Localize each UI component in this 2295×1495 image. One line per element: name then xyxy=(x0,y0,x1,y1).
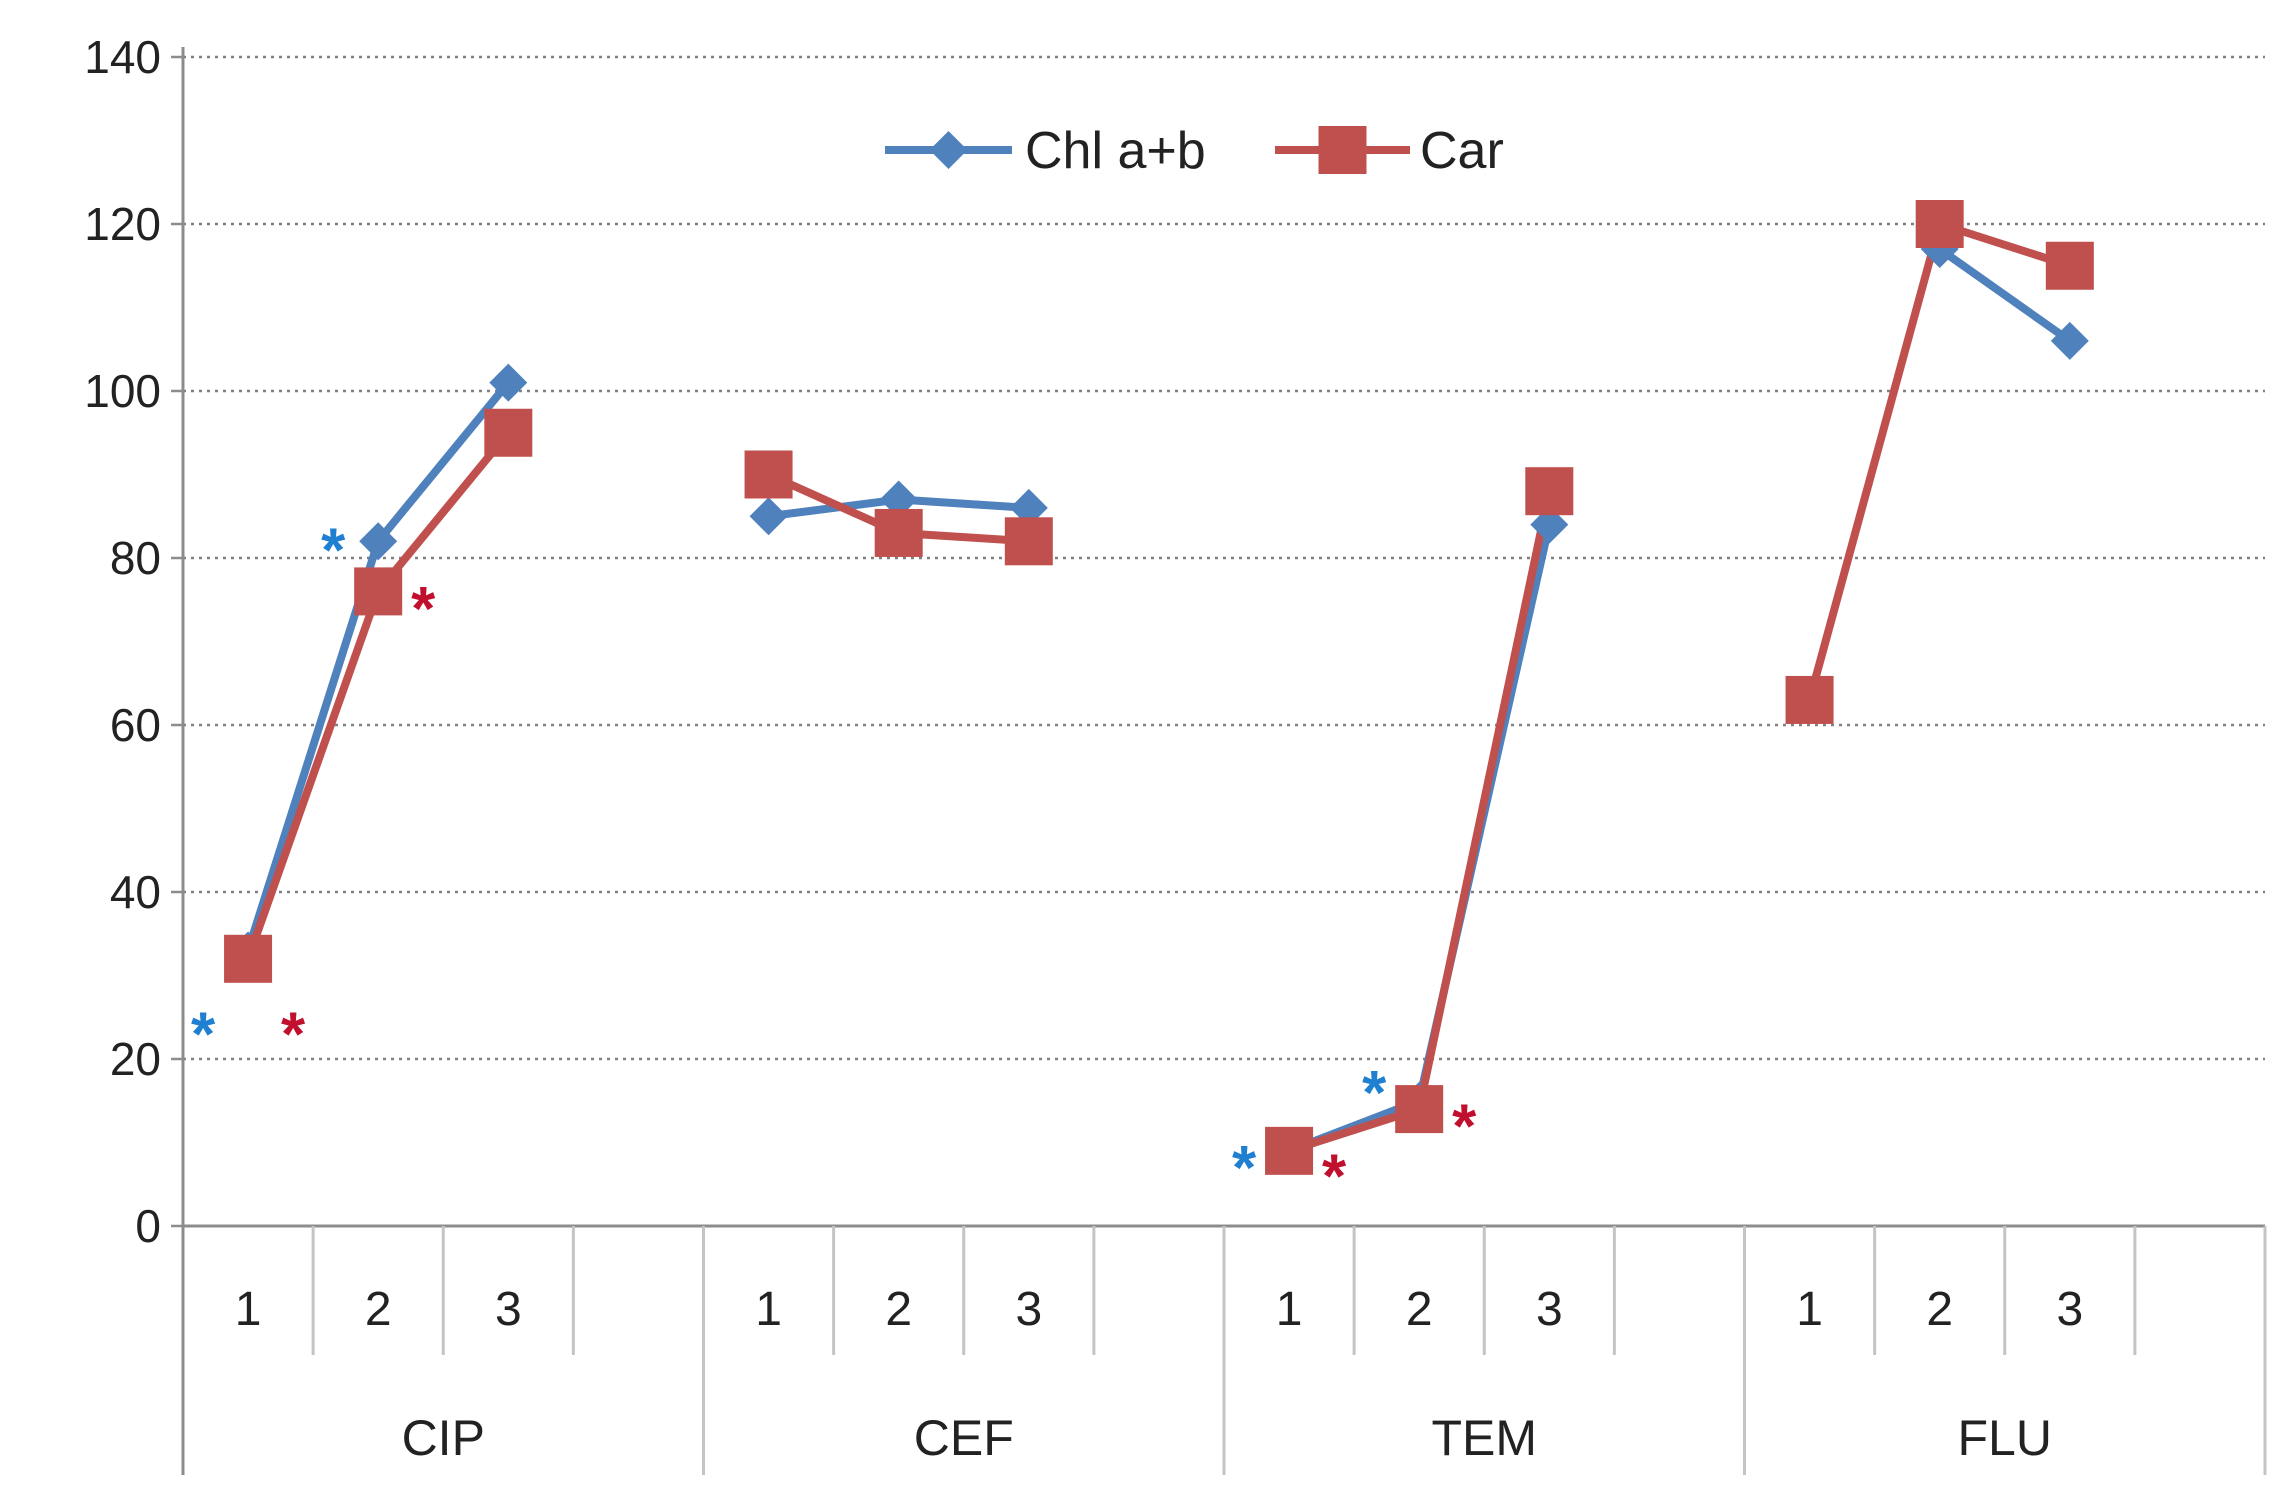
y-tick-label: 0 xyxy=(135,1200,161,1252)
data-point-square xyxy=(224,934,273,983)
data-point-diamond xyxy=(749,497,788,536)
significance-star: * xyxy=(1452,1092,1477,1161)
significance-star: * xyxy=(1232,1134,1257,1203)
x-category-label: 1 xyxy=(1796,1283,1823,1336)
significance-star: * xyxy=(1322,1143,1347,1212)
data-point-square xyxy=(484,408,533,457)
x-category-label: 1 xyxy=(755,1283,782,1336)
y-tick-label: 80 xyxy=(110,532,161,584)
series-line xyxy=(1937,245,2073,345)
series-line xyxy=(244,430,512,961)
series-line xyxy=(1287,490,1554,1155)
legend-marker-diamond xyxy=(929,131,968,169)
data-point-diamond xyxy=(1009,488,1048,527)
y-tick-label: 120 xyxy=(84,198,161,250)
legend-marker-square xyxy=(1318,126,1367,174)
x-category-label: 3 xyxy=(1015,1283,1042,1336)
data-point-square xyxy=(874,508,923,557)
legend-label: Car xyxy=(1420,122,1504,180)
x-group-label: FLU xyxy=(1958,1410,2052,1466)
x-category-label: 3 xyxy=(495,1283,522,1336)
significance-star: * xyxy=(321,516,346,585)
data-point-square xyxy=(354,567,403,616)
data-point-diamond xyxy=(1530,505,1569,544)
x-category-label: 3 xyxy=(1536,1283,1563,1336)
data-point-square xyxy=(1915,200,1964,248)
series-line xyxy=(1287,523,1554,1155)
x-category-label: 2 xyxy=(365,1283,392,1336)
x-category-label: 1 xyxy=(235,1283,262,1336)
data-point-square xyxy=(1265,1126,1314,1175)
y-tick-label: 60 xyxy=(110,699,161,751)
legend-label: Chl a+b xyxy=(1025,122,1206,180)
x-group-label: TEM xyxy=(1431,1410,1537,1466)
x-axis-categories: 1 2 3 CIP 1 2 3 CEF 1 2 3 TEM 1 2 3 FLU xyxy=(235,1226,2267,1475)
gridlines xyxy=(183,55,2265,1061)
x-group-label: CEF xyxy=(914,1410,1014,1466)
y-tick-label: 100 xyxy=(84,365,161,417)
data-point-square xyxy=(744,450,793,499)
data-point-square xyxy=(1525,467,1574,516)
x-category-label: 2 xyxy=(885,1283,912,1336)
significance-star: * xyxy=(1362,1059,1387,1128)
significance-star: * xyxy=(281,1001,306,1070)
y-tick-label: 140 xyxy=(84,31,161,83)
data-point-square xyxy=(2045,241,2094,290)
y-axis-ticks: 0 20 40 60 80 100 120 140 xyxy=(84,31,183,1252)
series-line xyxy=(1805,220,2072,702)
x-category-label: 2 xyxy=(1926,1283,1953,1336)
x-group-label: CIP xyxy=(402,1410,485,1466)
data-point-square xyxy=(1395,1085,1444,1134)
x-category-label: 2 xyxy=(1406,1283,1433,1336)
data-point-diamond xyxy=(359,522,398,561)
legend: Chl a+b Car xyxy=(885,122,1504,180)
series-markers xyxy=(224,200,2094,1175)
x-category-label: 3 xyxy=(2056,1283,2083,1336)
significance-star: * xyxy=(191,1001,216,1070)
significance-star: * xyxy=(411,575,436,644)
y-tick-label: 20 xyxy=(110,1033,161,1085)
data-point-square xyxy=(1785,675,1834,724)
x-category-label: 1 xyxy=(1276,1283,1303,1336)
data-point-square xyxy=(1004,517,1053,566)
series-line xyxy=(244,380,512,952)
significance-annotations: * **** ** * xyxy=(191,516,1477,1211)
y-tick-label: 40 xyxy=(110,866,161,918)
data-point-diamond xyxy=(2050,321,2089,360)
data-point-diamond xyxy=(489,363,528,402)
